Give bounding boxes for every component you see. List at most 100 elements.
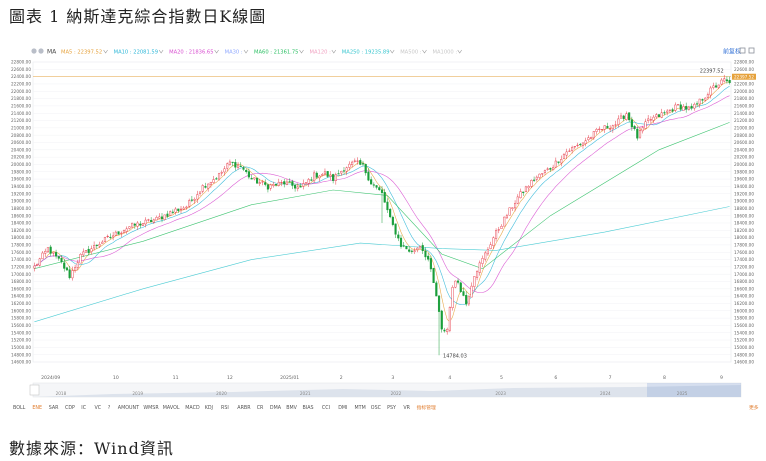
- indicator-tab[interactable]: OSC: [371, 405, 382, 411]
- candle-body: [169, 211, 172, 216]
- fullscreen-icon[interactable]: [748, 47, 755, 54]
- ma-legend-item[interactable]: MA5 : 22397.52: [61, 50, 102, 56]
- chevron-down-icon[interactable]: [389, 49, 395, 54]
- candle-body: [141, 223, 145, 226]
- ma-legend-item[interactable]: MA20 : 21836.65: [169, 50, 213, 56]
- eye-dot-icon[interactable]: [38, 48, 44, 54]
- indicator-tab[interactable]: MACD: [185, 405, 200, 411]
- indicator-tab[interactable]: CR: [257, 405, 264, 411]
- ma-legend-item[interactable]: MA1000 :: [433, 50, 458, 56]
- ma-legend-item[interactable]: MA10 : 22081.59: [114, 50, 158, 56]
- candle-body: [383, 192, 386, 203]
- indicator-tab[interactable]: KDJ: [205, 405, 213, 411]
- indicator-tab[interactable]: IC: [81, 405, 86, 411]
- candle-body: [679, 104, 682, 110]
- navigator-year-label: 2019: [132, 391, 143, 396]
- chevron-down-icon[interactable]: [299, 49, 304, 54]
- indicator-tab[interactable]: AMOUNT: [118, 405, 139, 411]
- candle-body: [174, 208, 177, 213]
- y-tick-label-left: 18000.00: [11, 235, 31, 240]
- indicator-tab[interactable]: SAR: [49, 405, 59, 411]
- indicator-tab[interactable]: BIAS: [303, 405, 314, 411]
- indicator-tab[interactable]: ENE: [32, 405, 42, 411]
- candle-body: [133, 223, 136, 226]
- y-tick-label-left: 16200.00: [11, 301, 31, 306]
- indicator-tab[interactable]: WMSR: [143, 405, 159, 411]
- candle-body: [394, 223, 397, 235]
- navigator-selection[interactable]: [647, 383, 741, 397]
- indicator-tab[interactable]: ARBR: [237, 405, 251, 411]
- x-tick-label: 9: [720, 375, 723, 381]
- indicator-tab[interactable]: DMI: [338, 405, 347, 411]
- chart-toolbar: MA MA5 : 22397.52 MA10 : 22081.59 MA20 : 2…: [31, 47, 755, 56]
- y-tick-label-right: 16400.00: [734, 294, 754, 299]
- candle-body: [674, 104, 677, 111]
- indicator-tab[interactable]: DMA: [270, 405, 282, 411]
- candle-body: [397, 234, 400, 239]
- y-tick-label-left: 19200.00: [11, 191, 31, 196]
- candle-body: [318, 175, 321, 179]
- y-tick-label-left: 21600.00: [11, 104, 31, 109]
- indicator-tab[interactable]: RSI: [221, 405, 229, 411]
- indicator-tab[interactable]: BOLL: [13, 405, 26, 411]
- indicator-tab[interactable]: MTM: [355, 405, 366, 411]
- indicator-tab[interactable]: ?: [108, 405, 111, 411]
- timeline-navigator[interactable]: 2018 2019 2020 2021 2022 2023 2024 2025: [29, 382, 742, 398]
- chevron-down-icon[interactable]: [457, 49, 462, 54]
- settings-dot-icon[interactable]: [31, 48, 37, 54]
- chevron-down-icon[interactable]: [214, 49, 219, 54]
- candle-body: [514, 202, 517, 209]
- candle-body: [87, 248, 90, 253]
- indicator-tab[interactable]: CCI: [322, 405, 330, 411]
- x-tick-label: 2025/01: [280, 375, 299, 381]
- candle-body: [98, 244, 101, 247]
- candle-body: [106, 235, 109, 237]
- y-tick-label-right: 16200.00: [734, 301, 754, 306]
- ma-legend-item[interactable]: MA30 :: [225, 50, 243, 56]
- chart-grid: [32, 61, 732, 363]
- indicator-manage-button[interactable]: 指标管理: [417, 404, 436, 411]
- chevron-down-icon[interactable]: [243, 49, 249, 54]
- candle-body: [535, 176, 538, 180]
- settings-icon[interactable]: [739, 47, 746, 54]
- candle-body: [136, 222, 139, 227]
- candle-body: [258, 182, 261, 184]
- y-tick-label-left: 17600.00: [11, 250, 31, 255]
- candle-body: [307, 179, 310, 184]
- chevron-down-icon[interactable]: [331, 49, 337, 54]
- high-price-label: 22397.52: [700, 69, 724, 75]
- y-tick-label-right: 18600.00: [734, 213, 754, 218]
- candle-body: [709, 87, 712, 96]
- ma-legend-item[interactable]: MA250 : 19235.89: [342, 50, 390, 56]
- candle-body: [598, 128, 601, 131]
- restore-mode-button[interactable]: 前复权: [723, 48, 741, 56]
- y-tick-label-right: 17800.00: [734, 243, 754, 248]
- annotations: 22397.52 14784.03: [443, 69, 724, 360]
- y-tick-label-left: 17800.00: [11, 243, 31, 248]
- indicator-tab[interactable]: BMV: [286, 405, 297, 411]
- ma-legend-item[interactable]: MA60 : 21361.75: [254, 50, 298, 56]
- ma-legend-item[interactable]: MA500 :: [400, 50, 422, 56]
- candle-body: [90, 248, 93, 252]
- indicator-tab[interactable]: VR: [403, 405, 410, 411]
- candle-body: [399, 237, 403, 247]
- indicator-tab[interactable]: PSY: [387, 405, 396, 411]
- navigator-handle[interactable]: [29, 384, 40, 396]
- candle-body: [693, 103, 696, 109]
- ma-legend-item[interactable]: MA120 :: [310, 50, 332, 56]
- chevron-down-icon[interactable]: [422, 49, 427, 54]
- chevron-down-icon[interactable]: [158, 49, 164, 54]
- indicator-tab[interactable]: VC: [95, 405, 102, 411]
- navigator-year-label: 2025: [677, 391, 688, 396]
- more-button[interactable]: 更多: [749, 404, 759, 411]
- y-tick-label-right: 17400.00: [734, 257, 754, 262]
- chevron-down-icon[interactable]: [103, 49, 108, 54]
- indicator-tab[interactable]: CDP: [65, 405, 75, 411]
- indicator-tab[interactable]: MAVOL: [163, 405, 180, 411]
- candle-body: [55, 252, 58, 257]
- x-tick-label: 4: [448, 375, 451, 381]
- candle-body: [473, 276, 476, 287]
- ma-indicator-label[interactable]: MA: [47, 49, 57, 56]
- y-tick-label-left: 18800.00: [11, 206, 31, 211]
- y-tick-label-left: 14800.00: [11, 352, 31, 357]
